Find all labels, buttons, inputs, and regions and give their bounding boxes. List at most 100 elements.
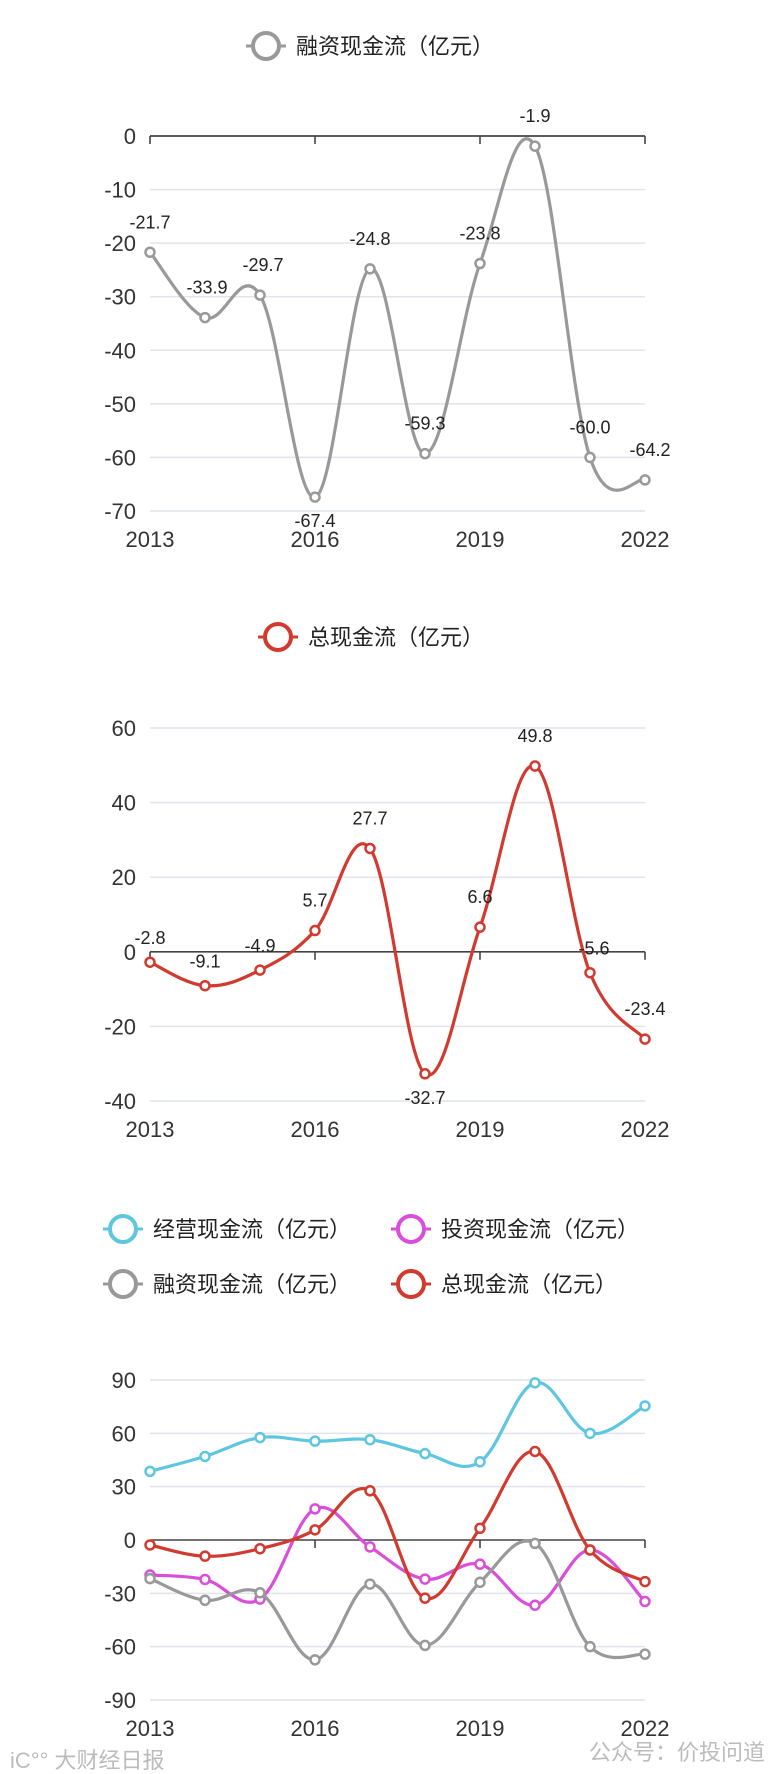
- legend-label: 投资现金流（亿元）: [441, 1217, 639, 1242]
- x-tick-label: 2013: [126, 1117, 175, 1142]
- y-tick-label: -70: [104, 499, 136, 524]
- grid-lines: [150, 135, 645, 512]
- data-point: [529, 1445, 541, 1458]
- data-point: [364, 1485, 376, 1497]
- series-3: [144, 1445, 651, 1604]
- combined-cashflow-chart: 经营现金流（亿元） 投资现金流（亿元） 融资现金流（亿元） 总现金流（亿元） 90 60 3…: [103, 1214, 669, 1741]
- legend-item-0: 融资现金流（亿元）: [246, 31, 494, 61]
- x-tick-label: 2016: [291, 527, 340, 552]
- x-tick-label: 2019: [456, 1117, 505, 1142]
- x-tick-label: 2022: [621, 527, 670, 552]
- data-point: [309, 1503, 321, 1515]
- series-line: [149, 1449, 646, 1601]
- series-line: [149, 1539, 646, 1662]
- data-label: -23.4: [624, 999, 665, 1019]
- data-label: -2.8: [134, 928, 165, 948]
- data-point: [364, 263, 376, 275]
- data-point: [419, 1592, 431, 1604]
- x-tick-label: 2013: [126, 1716, 175, 1741]
- series-line: [148, 137, 646, 499]
- legend-marker: [108, 1214, 138, 1244]
- series-0: -2.8 -9.1 -4.9 5.7 27.7 -32.7 6.6 49.8 -5.6 -23.4: [134, 726, 665, 1108]
- x-tick-label: 2022: [621, 1117, 670, 1142]
- legend-marker: [251, 31, 281, 61]
- x-axis-ticks: 2013 2016 2019 2022: [126, 136, 670, 552]
- y-tick-label: 60: [112, 716, 136, 741]
- y-axis-ticks: 90 60 30 0 -30 -60 -90: [104, 1368, 136, 1713]
- data-point: [199, 1450, 211, 1463]
- data-point: [419, 1639, 431, 1652]
- legend-item-0: 总现金流（亿元）: [258, 622, 484, 652]
- data-point: [309, 491, 321, 503]
- y-tick-label: -30: [104, 285, 136, 310]
- data-point: [474, 1558, 486, 1570]
- total-cashflow-chart: 总现金流（亿元） 60 40 20 0 -20 -40 2013 2016 2019 2022 -2.…: [104, 622, 670, 1142]
- legend-item-2: 融资现金流（亿元）: [103, 1269, 351, 1299]
- data-label: 27.7: [352, 808, 387, 828]
- x-tick-label: 2019: [456, 1716, 505, 1741]
- grid-lines: [150, 727, 645, 1102]
- data-label: -59.3: [404, 414, 445, 434]
- data-point: [199, 311, 211, 324]
- data-label: -9.1: [189, 952, 220, 972]
- data-point: [529, 1377, 541, 1389]
- data-point: [529, 760, 541, 772]
- y-tick-label: 20: [112, 865, 136, 890]
- watermark-group: iC°° 大财经日报 公众号：价投问道: [10, 1740, 765, 1773]
- legend-label: 总现金流（亿元）: [441, 1272, 617, 1297]
- data-point: [584, 451, 596, 464]
- legend-label: 融资现金流（亿元）: [153, 1272, 351, 1297]
- data-label: -33.9: [186, 278, 227, 298]
- data-point: [144, 1465, 156, 1478]
- x-tick-label: 2016: [291, 1716, 340, 1741]
- watermark-right: 公众号：价投问道: [589, 1740, 765, 1765]
- data-point: [419, 447, 431, 460]
- data-point: [364, 1541, 376, 1553]
- data-label: -23.8: [459, 224, 500, 244]
- data-point: [529, 1599, 541, 1611]
- x-tick-label: 2013: [126, 527, 175, 552]
- data-label: -1.9: [519, 106, 550, 126]
- y-tick-label: 30: [112, 1475, 136, 1500]
- legend-marker: [263, 622, 293, 652]
- data-point: [254, 964, 266, 976]
- data-point: [529, 1537, 541, 1550]
- data-point: [474, 1576, 486, 1589]
- data-label: 6.6: [467, 887, 492, 907]
- legend-label: 总现金流（亿元）: [308, 625, 484, 650]
- data-point: [254, 1431, 266, 1444]
- data-label: -64.2: [629, 440, 670, 460]
- data-point: [419, 1068, 431, 1080]
- data-point: [474, 1456, 486, 1468]
- series-line: [149, 1505, 647, 1607]
- y-tick-label: -40: [104, 1089, 136, 1114]
- y-tick-label: -20: [104, 231, 136, 256]
- y-tick-label: -10: [104, 178, 136, 203]
- data-point: [639, 1400, 651, 1412]
- data-point: [364, 1578, 376, 1590]
- legend-item-0: 经营现金流（亿元）: [103, 1214, 351, 1244]
- y-tick-label: -50: [104, 392, 136, 417]
- data-point: [309, 924, 321, 937]
- data-label: 5.7: [302, 891, 327, 911]
- y-tick-label: 0: [124, 1528, 136, 1553]
- legend-marker: [108, 1269, 138, 1299]
- data-label: -4.9: [244, 936, 275, 956]
- y-tick-label: 0: [124, 940, 136, 965]
- data-point: [584, 1640, 596, 1653]
- data-point: [144, 956, 156, 968]
- y-tick-label: -90: [104, 1688, 136, 1713]
- data-point: [474, 921, 486, 933]
- series-0: -21.7 -33.9 -29.7 -67.4 -24.8 -59.3 -23.8 -1.9 -…: [129, 106, 670, 531]
- x-axis-ticks: 2013 2016 2019 2022: [126, 951, 670, 1142]
- y-tick-label: -30: [104, 1581, 136, 1606]
- watermark-left: iC°° 大财经日报: [10, 1748, 164, 1773]
- data-point: [419, 1447, 431, 1460]
- data-point: [254, 1542, 266, 1555]
- data-point: [639, 1033, 651, 1045]
- legend-marker: [396, 1269, 426, 1299]
- y-tick-label: 60: [112, 1421, 136, 1446]
- y-tick-label: -60: [104, 445, 136, 470]
- y-tick-label: 40: [112, 791, 136, 816]
